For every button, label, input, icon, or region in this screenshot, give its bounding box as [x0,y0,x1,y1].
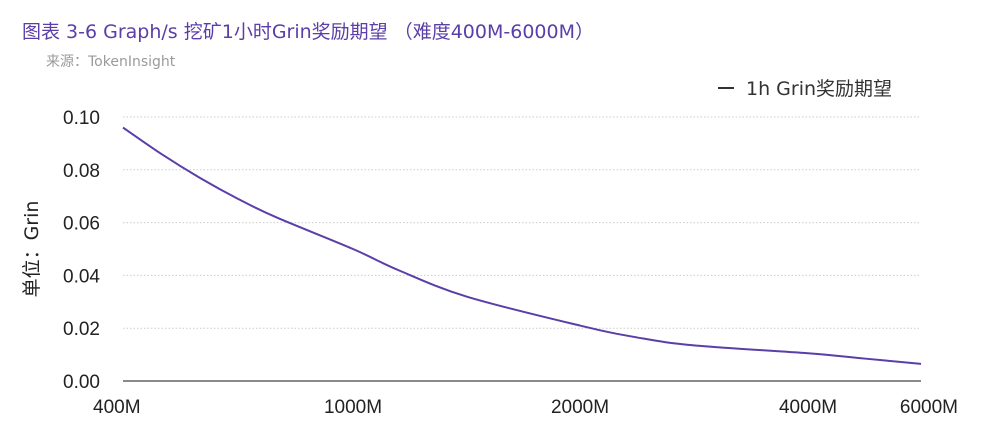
legend-label: 1h Grin奖励期望 [746,78,893,100]
y-tick-labels: 0.00 0.02 0.04 0.06 0.08 0.10 [63,108,100,393]
x-tick-label: 6000M [900,397,958,418]
x-tick-label: 4000M [779,397,837,418]
x-tick-label: 2000M [551,397,609,418]
chart-legend: 1h Grin奖励期望 [718,74,892,101]
grid-lines [123,116,921,382]
series-line-0 [122,126,922,365]
series-layer [122,126,922,365]
y-axis-label: 单位：Grin [21,201,43,298]
y-tick-label: 0.04 [63,266,100,287]
y-tick-label: 0.10 [63,108,100,129]
y-tick-label: 0.06 [63,214,100,235]
legend-line-marker [718,86,734,89]
x-tick-label: 400M [93,397,141,418]
chart-source: 来源：TokenInsight [46,54,176,70]
y-tick-label: 0.00 [63,372,100,393]
chart-title: 图表 3-6 Graph/s 挖矿1小时Grin奖励期望 （难度400M-600… [22,21,594,43]
x-tick-labels: 400M 1000M 2000M 4000M 6000M [93,397,958,418]
y-tick-label: 0.02 [63,319,100,340]
y-tick-label: 0.08 [63,161,100,182]
x-tick-label: 1000M [324,397,382,418]
